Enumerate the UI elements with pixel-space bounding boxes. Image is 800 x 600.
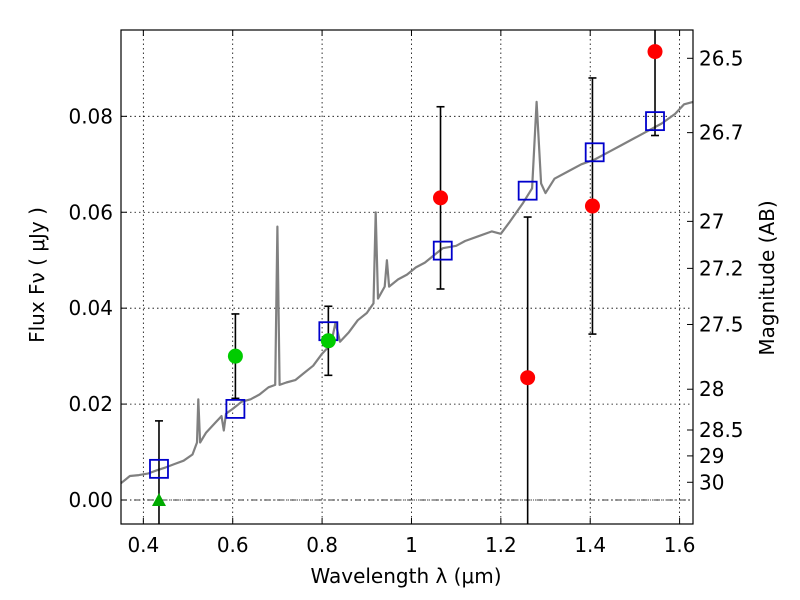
- right-tick-label: 27.2: [699, 256, 744, 280]
- right-tick-label: 26.7: [699, 121, 744, 145]
- x-tick-label: 0.6: [217, 533, 249, 557]
- right-tick-label: 28.5: [699, 418, 744, 442]
- y-axis-title: Flux Fν ( μJy ): [25, 207, 49, 343]
- x-axis-title: Wavelength λ (μm): [310, 564, 501, 588]
- upper-limit-triangle: [151, 493, 166, 507]
- x-tick-label: 1.6: [664, 533, 696, 557]
- right-tick-label: 29: [699, 444, 724, 468]
- right-axis-title: Magnitude (AB): [755, 200, 779, 355]
- y-tick-label: 0.08: [68, 104, 113, 128]
- x-tick-label: 1.2: [485, 533, 517, 557]
- spectrum-layer: [120, 100, 694, 485]
- observed-flux-point: [584, 198, 600, 214]
- observed-flux-point: [520, 370, 536, 386]
- x-tick-label: 0.4: [127, 533, 159, 557]
- plot-frame: [120, 29, 694, 525]
- x-tick-label: 1.4: [574, 533, 606, 557]
- observed-flux-point: [647, 44, 663, 60]
- axis-layer: 0.4 0.6 0.8 1 1.2 1.4 1.6 0.00 0.02 0.04 0.06 0.08 2…: [68, 30, 744, 557]
- model-photometry-square: [225, 398, 246, 419]
- model-photometry-square: [149, 458, 169, 479]
- x-tick-label: 0.8: [306, 533, 338, 557]
- right-tick-label: 28: [699, 377, 724, 401]
- y-tick-label: 0.02: [68, 392, 113, 416]
- observed-flux-point: [227, 348, 243, 364]
- y-tick-label: 0.06: [68, 200, 113, 224]
- x-tick-label: 1: [405, 533, 418, 557]
- y-tick-label: 0.04: [68, 296, 113, 320]
- right-tick-label: 27: [699, 209, 724, 233]
- model-photometry-square: [645, 111, 665, 132]
- observed-flux-point: [433, 190, 449, 206]
- right-tick-label: 27.5: [699, 312, 744, 336]
- right-tick-label: 30: [699, 470, 724, 494]
- marker-layer: [149, 44, 665, 507]
- y-tick-label: 0.00: [68, 488, 113, 512]
- model-spectrum-line: [120, 100, 694, 485]
- observed-flux-point: [320, 333, 336, 349]
- model-photometry-square: [517, 180, 538, 201]
- model-photometry-square: [432, 240, 453, 261]
- right-tick-label: 26.5: [699, 46, 744, 70]
- model-photometry-square: [584, 142, 605, 163]
- grid-layer: [121, 30, 693, 524]
